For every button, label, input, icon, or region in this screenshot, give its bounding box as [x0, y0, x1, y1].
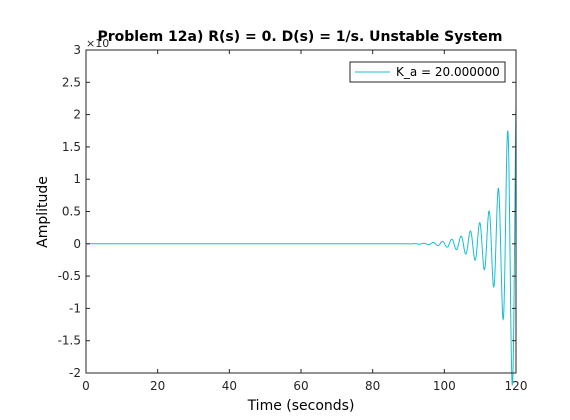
legend: K_a = 20.000000: [350, 62, 505, 82]
y-tick-label: 1: [73, 172, 81, 186]
y-tick-label: 3: [73, 43, 81, 57]
x-axis-label: Time (seconds): [247, 398, 355, 414]
y-tick-label: 1.5: [62, 140, 81, 154]
chart-title: Problem 12a) R(s) = 0. D(s) = 1/s. Unsta…: [97, 29, 502, 45]
x-tick-label: 60: [293, 379, 308, 393]
y-tick-label: -1: [69, 301, 81, 315]
y-tick-label: 2.5: [62, 75, 81, 89]
y-tick-label: -0.5: [58, 269, 81, 283]
y-exponent-label: ×10: [86, 37, 109, 50]
y-tick-label: 0.5: [62, 205, 81, 219]
plot-area: [86, 50, 516, 373]
y-tick-label: -2: [69, 366, 81, 380]
x-tick-label: 0: [82, 379, 90, 393]
x-tick-label: 20: [150, 379, 165, 393]
y-axis-label: Amplitude: [35, 176, 51, 248]
x-tick-label: 80: [365, 379, 380, 393]
x-tick-label: 120: [505, 379, 528, 393]
y-tick-label: -1.5: [58, 334, 81, 348]
legend-entry: K_a = 20.000000: [396, 65, 500, 79]
y-tick-label: 2: [73, 108, 81, 122]
x-tick-label: 100: [433, 379, 456, 393]
y-tick-label: 0: [73, 237, 81, 251]
x-tick-label: 40: [222, 379, 237, 393]
